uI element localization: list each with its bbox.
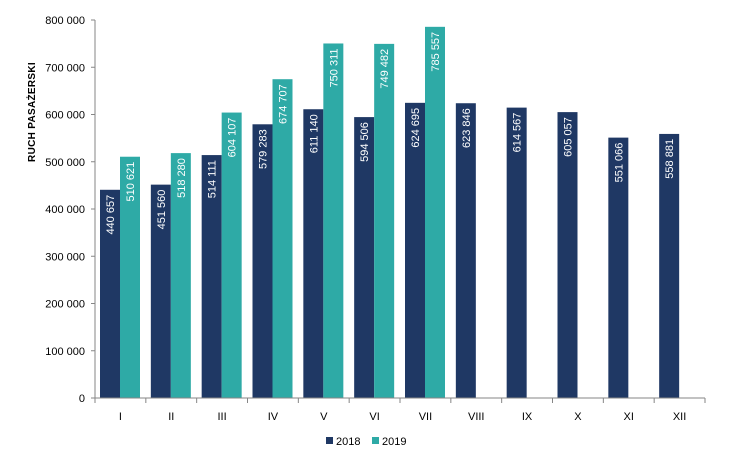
x-tick-label: XII xyxy=(673,411,686,423)
x-tick-label: X xyxy=(574,411,582,423)
data-label: 518 280 xyxy=(176,158,188,198)
data-label: 785 557 xyxy=(430,32,442,72)
bar-2018 xyxy=(303,109,324,398)
data-label: 514 111 xyxy=(207,160,219,198)
bar-2019 xyxy=(272,79,293,399)
x-tick-label: VI xyxy=(369,411,379,423)
bar-2018 xyxy=(557,112,578,398)
x-tick-label: V xyxy=(320,411,328,423)
bar-2019 xyxy=(170,153,191,398)
data-label: 594 506 xyxy=(359,122,371,162)
bar-2019 xyxy=(221,112,242,398)
data-label: 611 140 xyxy=(308,114,320,153)
x-tick-label: III xyxy=(217,411,226,423)
y-tick-label: 200 000 xyxy=(45,299,85,311)
data-label: 614 567 xyxy=(512,113,524,153)
x-axis: I II III IV V VI VII VIII IX X XI XII xyxy=(94,397,706,423)
x-tick-label: IV xyxy=(268,411,279,423)
bar-2019 xyxy=(120,156,140,398)
y-tick-label: 400 000 xyxy=(45,204,85,216)
bar-2018 xyxy=(455,103,476,399)
y-tick-label: 100 000 xyxy=(45,346,85,358)
y-axis-label: RUCH PASAŻERSKI xyxy=(25,62,38,162)
legend: 2018 2019 xyxy=(326,436,406,448)
bar-2018 xyxy=(659,133,680,399)
data-label: 579 283 xyxy=(258,129,270,169)
bar-2018 xyxy=(201,155,222,398)
y-tick-label: 0 xyxy=(79,393,85,405)
bar-2019 xyxy=(374,43,395,399)
data-label: 624 695 xyxy=(410,108,422,148)
bar-2018 xyxy=(405,102,425,399)
bar-2018 xyxy=(252,124,273,398)
legend-label: 2018 xyxy=(336,436,360,448)
data-label: 750 311 xyxy=(328,48,340,87)
x-tick-label: IX xyxy=(522,411,533,423)
data-label: 623 846 xyxy=(461,108,473,148)
bar-2018 xyxy=(150,184,171,398)
data-label: 674 707 xyxy=(278,84,290,124)
x-tick-label: II xyxy=(168,411,174,423)
y-tick-label: 800 000 xyxy=(45,15,85,27)
data-label: 451 560 xyxy=(156,190,168,230)
data-label: 604 107 xyxy=(227,118,239,158)
y-tick-label: 300 000 xyxy=(45,251,85,263)
y-axis: 0 100 000 200 000 300 000 400 000 500 000 600 … xyxy=(45,15,96,405)
data-label: 749 482 xyxy=(379,49,391,89)
data-label: 510 621 xyxy=(125,162,137,202)
data-label: 605 057 xyxy=(563,117,575,157)
y-tick-label: 700 000 xyxy=(45,62,85,74)
bars: 440 657 510 621 451 560 518 280 514 111 604 1… xyxy=(100,26,680,399)
x-tick-label: VII xyxy=(419,411,432,423)
legend-label: 2019 xyxy=(382,436,406,448)
y-tick-label: 600 000 xyxy=(45,110,85,122)
x-tick-label: VIII xyxy=(468,411,485,423)
legend-swatch xyxy=(326,437,333,444)
x-tick-label: XI xyxy=(624,411,634,423)
data-label: 558 881 xyxy=(664,139,676,179)
bar-2019 xyxy=(323,43,344,398)
x-tick-label: I xyxy=(119,411,122,423)
bar-2019 xyxy=(425,26,445,399)
legend-swatch xyxy=(372,437,379,444)
y-tick-label: 500 000 xyxy=(45,157,85,169)
bar-2018 xyxy=(354,117,375,398)
bar-2018 xyxy=(100,189,120,398)
bar-2018 xyxy=(506,107,527,398)
data-label: 440 657 xyxy=(105,195,117,235)
data-label: 551 066 xyxy=(613,143,625,183)
bar-2018 xyxy=(608,137,629,398)
